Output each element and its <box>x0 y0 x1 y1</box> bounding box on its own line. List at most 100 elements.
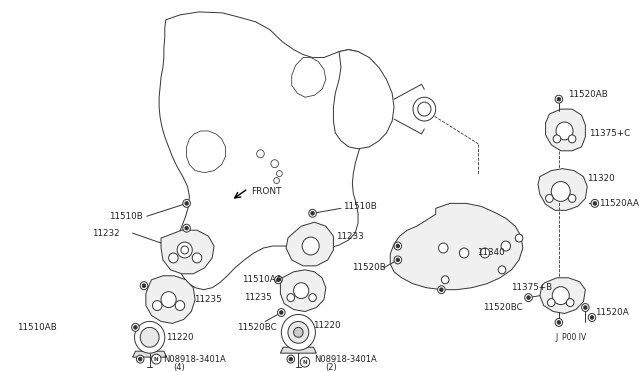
Polygon shape <box>187 131 225 173</box>
Circle shape <box>515 234 523 242</box>
Text: 11520AA: 11520AA <box>598 199 639 208</box>
Circle shape <box>311 212 314 215</box>
Text: 11232: 11232 <box>92 229 120 238</box>
Polygon shape <box>280 270 326 311</box>
Circle shape <box>525 294 532 302</box>
Circle shape <box>161 292 176 308</box>
Circle shape <box>287 355 294 363</box>
Circle shape <box>591 199 598 207</box>
Circle shape <box>498 266 506 274</box>
Text: FRONT: FRONT <box>251 187 282 196</box>
Circle shape <box>175 301 185 311</box>
Circle shape <box>275 276 282 284</box>
Polygon shape <box>161 230 214 274</box>
Text: 11520B: 11520B <box>353 263 386 272</box>
Circle shape <box>294 327 303 337</box>
Circle shape <box>555 95 563 103</box>
Circle shape <box>140 327 159 347</box>
Circle shape <box>413 97 436 121</box>
Circle shape <box>294 283 308 299</box>
Text: 11520AB: 11520AB <box>568 90 608 99</box>
Circle shape <box>138 357 142 361</box>
Polygon shape <box>292 58 326 97</box>
Circle shape <box>183 199 190 207</box>
Circle shape <box>302 237 319 255</box>
Text: 11320: 11320 <box>588 174 615 183</box>
Circle shape <box>288 321 308 343</box>
Circle shape <box>274 177 280 183</box>
Text: 11233: 11233 <box>336 232 364 241</box>
Text: 11510AA: 11510AA <box>241 275 282 284</box>
Circle shape <box>282 314 316 350</box>
Circle shape <box>527 296 530 299</box>
Circle shape <box>418 102 431 116</box>
Circle shape <box>168 253 178 263</box>
Text: 11220: 11220 <box>312 321 340 330</box>
Circle shape <box>568 135 576 143</box>
Circle shape <box>142 284 146 288</box>
Circle shape <box>442 276 449 284</box>
Polygon shape <box>146 276 195 323</box>
Polygon shape <box>333 49 394 149</box>
Text: 11375+B: 11375+B <box>511 283 552 292</box>
Text: 11375+C: 11375+C <box>589 129 630 138</box>
Circle shape <box>183 224 190 232</box>
Circle shape <box>271 160 278 168</box>
Text: 11510AB: 11510AB <box>17 323 57 332</box>
Circle shape <box>140 282 148 290</box>
Circle shape <box>185 202 188 205</box>
Circle shape <box>566 299 574 307</box>
Circle shape <box>480 248 490 258</box>
Polygon shape <box>540 278 586 314</box>
Circle shape <box>257 150 264 158</box>
Text: N: N <box>303 360 307 365</box>
Text: N: N <box>154 357 159 362</box>
Text: 11510B: 11510B <box>343 202 376 211</box>
Circle shape <box>134 326 137 329</box>
Circle shape <box>394 242 402 250</box>
Circle shape <box>438 286 445 294</box>
Circle shape <box>440 288 443 292</box>
Polygon shape <box>159 12 381 290</box>
Circle shape <box>280 311 283 314</box>
Text: 11520A: 11520A <box>595 308 628 317</box>
Text: 11220: 11220 <box>166 333 193 342</box>
Circle shape <box>588 314 596 321</box>
Circle shape <box>134 321 165 353</box>
Text: 11235: 11235 <box>244 293 272 302</box>
Polygon shape <box>545 109 586 151</box>
Circle shape <box>593 202 596 205</box>
Circle shape <box>545 195 553 202</box>
Polygon shape <box>538 169 588 210</box>
Circle shape <box>582 304 589 311</box>
Text: 11235: 11235 <box>194 295 222 304</box>
Text: 11510B: 11510B <box>109 212 143 221</box>
Circle shape <box>556 122 573 140</box>
Text: (4): (4) <box>173 363 185 372</box>
Circle shape <box>396 244 399 248</box>
Circle shape <box>132 323 140 331</box>
Polygon shape <box>286 222 333 266</box>
Circle shape <box>553 135 561 143</box>
Text: (2): (2) <box>325 363 337 372</box>
Polygon shape <box>280 347 316 353</box>
Circle shape <box>552 287 569 305</box>
Circle shape <box>289 357 292 361</box>
Circle shape <box>152 301 162 311</box>
Circle shape <box>308 294 316 302</box>
Circle shape <box>568 195 576 202</box>
Circle shape <box>501 241 511 251</box>
Circle shape <box>177 242 192 258</box>
Circle shape <box>278 308 285 317</box>
Text: N08918-3401A: N08918-3401A <box>163 355 226 363</box>
Text: 11520BC: 11520BC <box>483 303 523 312</box>
Polygon shape <box>390 203 523 290</box>
Polygon shape <box>132 351 166 357</box>
Circle shape <box>394 256 402 264</box>
Circle shape <box>557 97 561 101</box>
Circle shape <box>584 306 587 310</box>
Circle shape <box>185 227 188 230</box>
Circle shape <box>152 354 161 364</box>
Circle shape <box>555 318 563 326</box>
Circle shape <box>192 253 202 263</box>
